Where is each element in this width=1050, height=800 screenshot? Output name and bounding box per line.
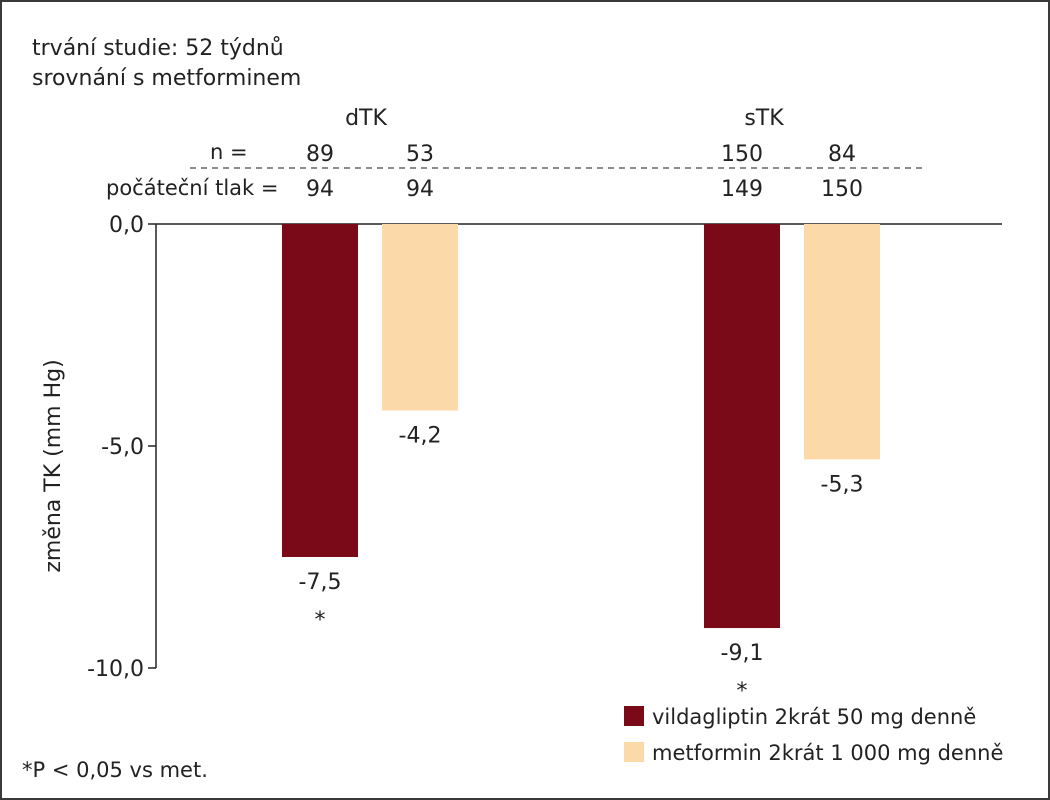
baseline-value: 150 xyxy=(821,177,863,202)
y-tick-label: -5,0 xyxy=(101,435,144,460)
n-value: 89 xyxy=(306,142,334,167)
legend-swatch-metformin xyxy=(624,742,644,762)
value-label: -9,1 xyxy=(721,641,764,666)
study-duration-text: trvání studie: 52 týdnů xyxy=(32,36,284,61)
n-value: 150 xyxy=(721,142,763,167)
baseline-value: 94 xyxy=(306,177,334,202)
bar-metformin-sTK xyxy=(804,224,880,460)
n-label: n = xyxy=(210,140,248,164)
category-label-sTK: sTK xyxy=(744,106,784,131)
baseline-value: 149 xyxy=(721,177,763,202)
legend-label-vildagliptin: vildagliptin 2krát 50 mg denně xyxy=(652,705,976,729)
significance-footnote: *P < 0,05 vs met. xyxy=(22,758,208,782)
n-value: 84 xyxy=(828,142,856,167)
value-label: -7,5 xyxy=(299,570,342,595)
comparison-text: srovnání s metforminem xyxy=(32,66,302,91)
legend-swatch-vildagliptin xyxy=(624,706,644,726)
baseline-value: 94 xyxy=(406,177,434,202)
legend-label-metformin: metformin 2krát 1 000 mg denně xyxy=(652,741,1003,765)
value-label: -5,3 xyxy=(821,472,864,497)
bar-metformin-dTK xyxy=(382,224,458,411)
n-value: 53 xyxy=(406,142,434,167)
bar-vildagliptin-dTK xyxy=(282,224,358,557)
y-tick-label: -10,0 xyxy=(87,657,144,682)
y-tick-label: 0,0 xyxy=(109,213,144,238)
bar-vildagliptin-sTK xyxy=(704,224,780,629)
significance-marker: * xyxy=(737,679,748,704)
significance-marker: * xyxy=(315,608,326,633)
y-axis-title: změna TK (mm Hg) xyxy=(41,359,66,572)
baseline-pressure-label: počáteční tlak = xyxy=(106,176,279,200)
category-label-dTK: dTK xyxy=(345,106,387,131)
value-label: -4,2 xyxy=(399,423,442,448)
